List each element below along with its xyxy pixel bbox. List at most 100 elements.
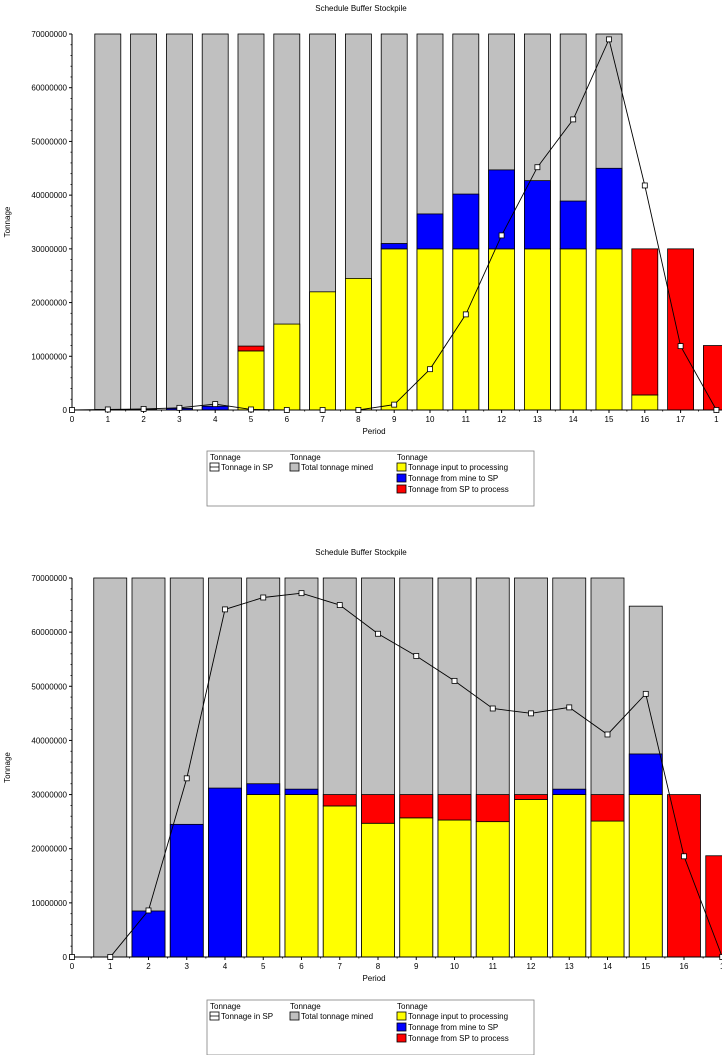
line-point [320, 408, 325, 413]
x-tick-label: 2 [146, 962, 151, 971]
line-point [535, 165, 540, 170]
line-point [499, 233, 504, 238]
bar-mine-to-sp [170, 824, 203, 957]
bar-sp-to-process [400, 795, 433, 818]
bar-sp-to-process [323, 795, 356, 806]
y-tick-label: 60000000 [31, 628, 67, 637]
line-point [108, 955, 113, 960]
y-tick-label: 10000000 [31, 899, 67, 908]
x-tick-label: 14 [603, 962, 612, 971]
x-tick-label: 0 [70, 962, 75, 971]
bar-input-processing [238, 351, 264, 410]
line-point [605, 732, 610, 737]
line-point [299, 591, 304, 596]
bar-mine-to-sp [417, 214, 443, 249]
x-tick-label: 0 [70, 415, 75, 424]
x-tick-label: 1 [106, 415, 111, 424]
legend-swatch [397, 474, 406, 482]
line-point [452, 678, 457, 683]
x-axis-label: Period [362, 974, 385, 983]
line-point [529, 711, 534, 716]
x-tick-label: 3 [177, 415, 182, 424]
line-point [490, 706, 495, 711]
bar-input-processing [596, 249, 622, 410]
y-tick-label: 50000000 [31, 137, 67, 146]
bar-input-processing [553, 795, 586, 957]
x-tick-label: 16 [680, 962, 689, 971]
bar-input-processing [362, 823, 395, 957]
y-tick-label: 50000000 [31, 682, 67, 691]
line-point [70, 955, 75, 960]
line-point [414, 653, 419, 658]
bar-mine-to-sp [381, 243, 407, 248]
bar-input-processing [381, 249, 407, 410]
y-tick-label: 40000000 [31, 191, 67, 200]
bar-input-processing [560, 249, 586, 410]
bar-mine-to-sp [209, 788, 242, 957]
y-tick-label: 60000000 [31, 84, 67, 93]
legend-label: Total tonnage mined [301, 1012, 373, 1021]
bar-sp-to-process [238, 346, 264, 351]
legend-swatch [397, 463, 406, 471]
chart-title: Schedule Buffer Stockpile [315, 548, 407, 557]
bar-input-processing [591, 821, 624, 957]
x-tick-label: 1 [108, 962, 113, 971]
line-point [105, 407, 110, 412]
legend-label: Tonnage from mine to SP [408, 474, 498, 483]
bar-mine-to-sp [560, 201, 586, 249]
chart-bottom: Schedule Buffer Stockpile Tonnage 0 1000000… [0, 544, 722, 1055]
x-tick-label: 9 [414, 962, 419, 971]
bar-mine-to-sp [453, 194, 479, 249]
x-tick-label: 17 [676, 415, 685, 424]
x-tick-label: 4 [223, 962, 228, 971]
legend-label: Tonnage from mine to SP [408, 1023, 498, 1032]
x-tick-label: 5 [261, 962, 266, 971]
x-tick-label: 2 [141, 415, 146, 424]
line-point [184, 776, 189, 781]
bar-mine-to-sp [629, 754, 662, 795]
bar-input-processing [274, 324, 300, 410]
y-tick-label: 70000000 [31, 574, 67, 583]
x-tick-label: 13 [533, 415, 542, 424]
bar-sp-to-process [668, 795, 701, 957]
bar-total-mined [95, 34, 121, 410]
line-point [141, 406, 146, 411]
x-tick-label: 8 [356, 415, 361, 424]
y-axis-label: Tonnage [3, 206, 12, 237]
bar-input-processing [629, 795, 662, 957]
legend-header: Tonnage [290, 1002, 321, 1011]
x-tick-label: 7 [320, 415, 325, 424]
bar-sp-to-process [438, 795, 471, 820]
bar-mine-to-sp [132, 911, 165, 957]
bar-input-processing [632, 395, 658, 410]
bar-input-processing [438, 820, 471, 957]
line-point [249, 407, 254, 412]
y-tick-label: 30000000 [31, 245, 67, 254]
y-tick-label: 0 [63, 406, 68, 415]
line-point [376, 631, 381, 636]
x-tick-label: 8 [376, 962, 381, 971]
x-tick-label: 12 [527, 962, 536, 971]
bar-sp-to-process [632, 249, 658, 395]
x-tick-label: 16 [640, 415, 649, 424]
x-tick-label: 10 [426, 415, 435, 424]
line-point [682, 854, 687, 859]
line-point [642, 183, 647, 188]
bar-sp-to-process [515, 795, 548, 800]
legend-label: Tonnage in SP [221, 463, 273, 472]
line-point [571, 117, 576, 122]
y-tick-label: 20000000 [31, 845, 67, 854]
bar-total-mined [166, 34, 192, 410]
bar-input-processing [247, 795, 280, 957]
legend-swatch [397, 1023, 406, 1031]
bar-input-processing [345, 278, 371, 410]
legend-header: Tonnage [397, 1002, 428, 1011]
line-point [678, 344, 683, 349]
x-axis-label: Period [362, 427, 385, 436]
bar-mine-to-sp [596, 168, 622, 249]
x-tick-label: 15 [605, 415, 614, 424]
bar-mine-to-sp [285, 789, 318, 794]
line-point [714, 408, 719, 413]
bar-sp-to-process [362, 795, 395, 824]
